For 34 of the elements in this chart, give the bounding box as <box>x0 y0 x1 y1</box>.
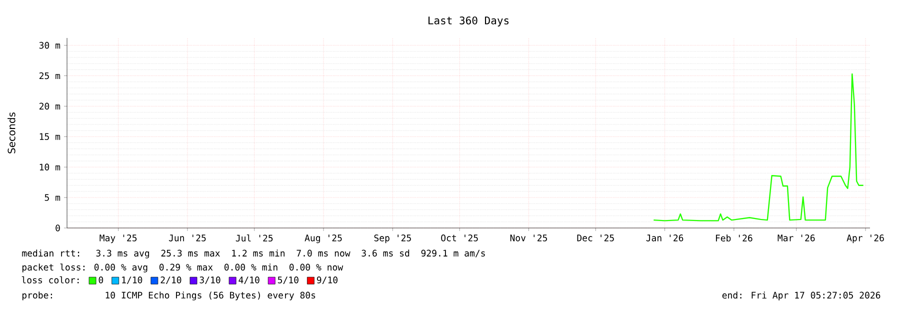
legend-label: 5/10 <box>278 276 298 284</box>
text: probe: 10 ICMP Echo Pings (56 Bytes) every 80s <box>22 292 316 300</box>
x-tick-label: Jun '25 <box>168 234 206 242</box>
y-tick-label: 25 m <box>39 72 60 80</box>
x-tick-label: Apr '26 <box>846 234 884 244</box>
x-tick-label: Dec '25 <box>577 234 614 242</box>
text: median rtt: 3.3 ms avg 25.3 ms max 1.2 ms min 7.0 ms now 3.6 ms sd 929.1 m am/s <box>22 250 485 258</box>
x-tick-label: Feb '26 <box>716 234 752 242</box>
line-series <box>653 73 864 222</box>
legend-label: 0 <box>98 276 104 284</box>
y-tick-label: 5 m <box>44 194 60 201</box>
y-tick-label: 10 m <box>40 164 60 170</box>
x-tick-label: Oct '25 <box>441 234 478 242</box>
text: end: Fri Apr 17 05:27:05 2026 <box>722 292 880 300</box>
y-tick-label: 20 m <box>39 102 60 110</box>
text: packet loss: 0.00 % avg 0.29 % max 0.00 % min 0.00 % now <box>22 264 344 272</box>
chart-title: Last 360 Days <box>428 16 509 26</box>
legend-label: 4/10 <box>238 276 260 284</box>
legend-label: 1/10 <box>122 276 142 284</box>
legend-title: loss color: <box>22 276 79 284</box>
x-tick-label: Mar '26 <box>778 234 815 242</box>
x-tick-label: Aug '25 <box>304 234 342 244</box>
x-tick-label: Jul '25 <box>236 234 273 242</box>
y-axis-title: Seconds <box>8 112 16 154</box>
legend-label: 9/10 <box>316 276 338 284</box>
x-tick-label: Nov '25 <box>510 234 547 242</box>
legend-label: 3/10 <box>200 276 220 284</box>
x-tick-label: Jan '26 <box>646 234 684 242</box>
y-tick-label: 15 m <box>40 133 60 140</box>
x-tick-label: May '25 <box>100 234 137 244</box>
x-tick-label: Sep '25 <box>374 234 411 244</box>
legend-label: 2/10 <box>160 276 182 284</box>
y-tick-label: 0 <box>56 224 60 232</box>
y-tick-label: 30 m <box>39 42 60 49</box>
